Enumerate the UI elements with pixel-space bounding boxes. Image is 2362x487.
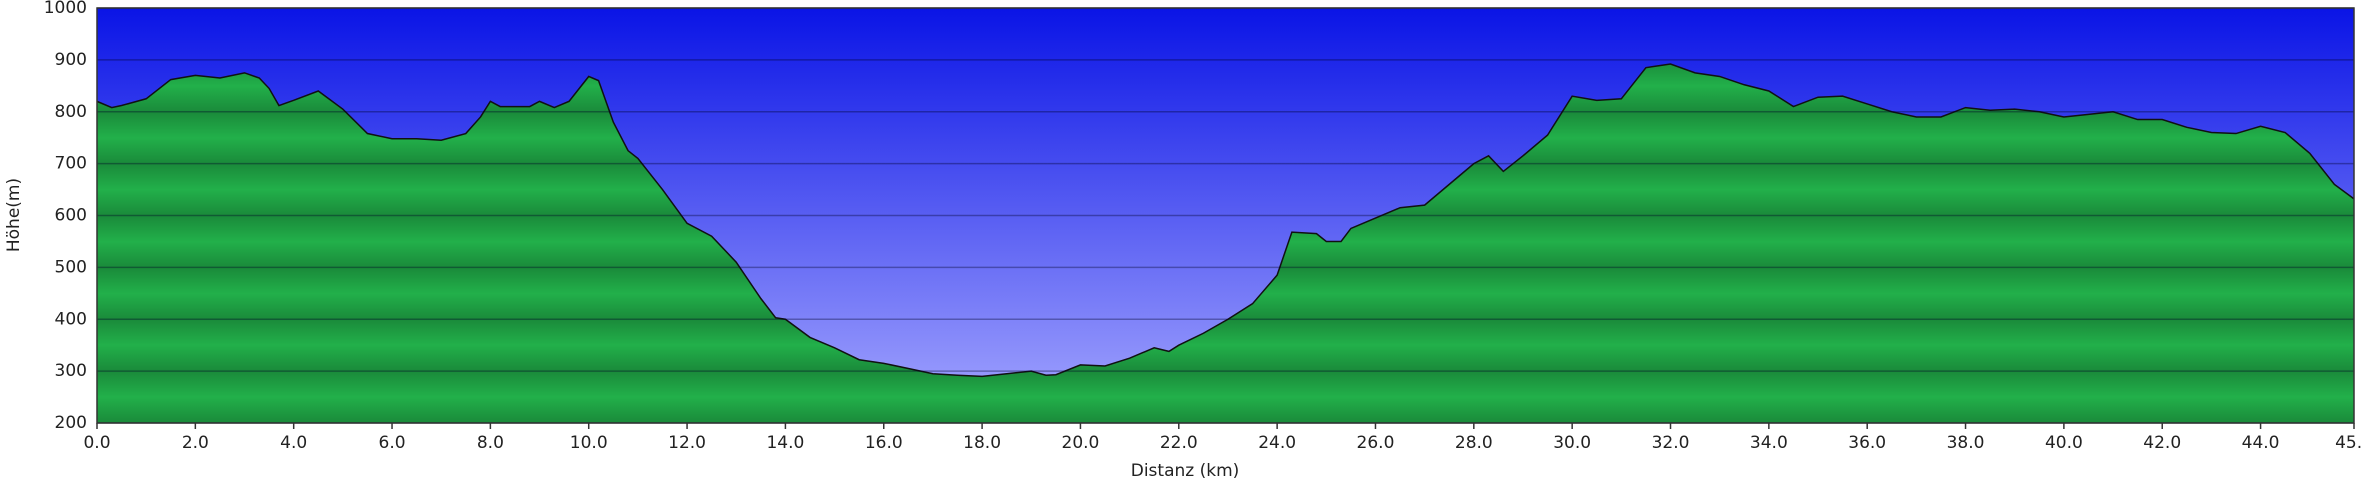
plot-frame (96, 7, 2355, 424)
x-tick-label: 28.0 (1455, 433, 1493, 453)
x-tick-label: 34.0 (1750, 433, 1788, 453)
elevation-line (96, 63, 2355, 378)
x-tick-label: 20.0 (1062, 433, 1100, 453)
y-tick-label: 900 (55, 50, 87, 70)
y-tick-label: 200 (55, 413, 87, 433)
x-tick-label: 44.0 (2242, 433, 2280, 453)
x-axis-label: Distanz (km) (1131, 461, 1240, 481)
x-tick-label: 14.0 (766, 433, 804, 453)
y-axis-label: Höhe(m) (4, 178, 24, 252)
y-tick-label: 400 (55, 309, 87, 329)
x-tick-label: 22.0 (1160, 433, 1198, 453)
x-tick-label: 10.0 (570, 433, 608, 453)
x-tick-label: 8.0 (477, 433, 504, 453)
x-tick-label: 36.0 (1848, 433, 1886, 453)
x-tick-label: 30.0 (1553, 433, 1591, 453)
y-tick-label: 700 (55, 154, 87, 174)
y-tick-label: 300 (55, 361, 87, 381)
x-tick-label: 2.0 (182, 433, 209, 453)
x-tick-label: 45.9 (2335, 433, 2362, 453)
y-tick-label: 800 (55, 102, 87, 122)
x-tick-label: 32.0 (1652, 433, 1690, 453)
x-tick-label: 4.0 (280, 433, 307, 453)
x-tick-label: 26.0 (1357, 433, 1395, 453)
x-tick-label: 12.0 (668, 433, 706, 453)
y-tick-label: 600 (55, 206, 87, 226)
x-tick-label: 0.0 (83, 433, 110, 453)
elevation-area (97, 64, 2354, 424)
x-tick-label: 18.0 (963, 433, 1001, 453)
x-tick-label: 24.0 (1258, 433, 1296, 453)
y-tick-label: 1000 (44, 0, 87, 18)
x-tick-label: 16.0 (865, 433, 903, 453)
x-tick-label: 40.0 (2045, 433, 2083, 453)
x-tick-label: 42.0 (2143, 433, 2181, 453)
x-tick-label: 38.0 (1947, 433, 1985, 453)
y-tick-label: 500 (55, 257, 87, 277)
x-tick-label: 6.0 (379, 433, 406, 453)
